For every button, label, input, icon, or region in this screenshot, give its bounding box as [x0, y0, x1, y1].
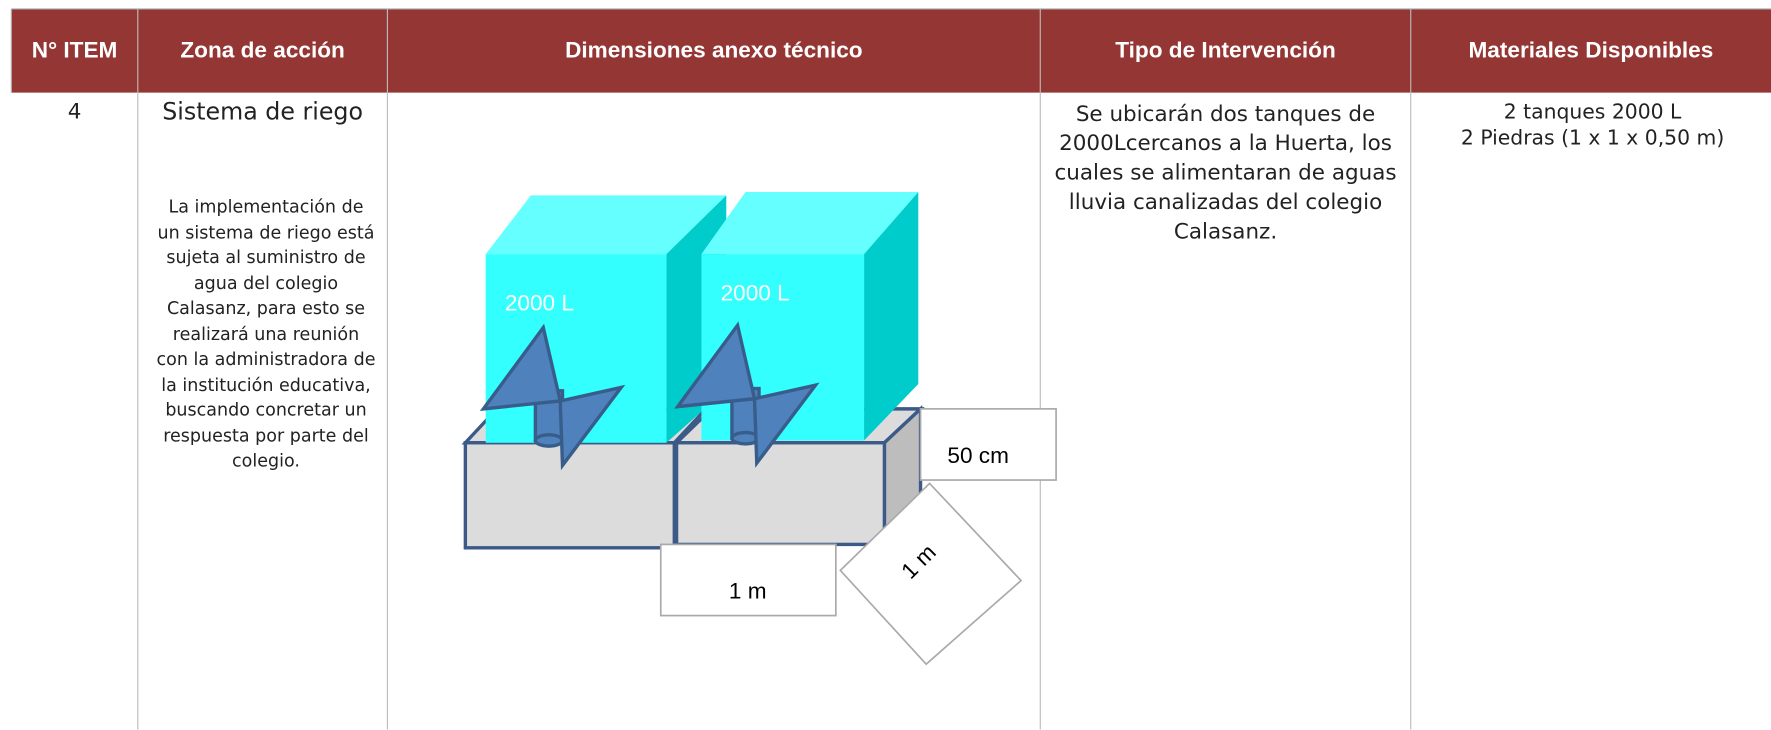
header-cell: Zona de acción — [180, 37, 345, 63]
header-cell: Dimensiones anexo técnico — [565, 37, 863, 63]
width-label: 1 m — [729, 579, 767, 604]
intervention: Se ubicarán dos tanques de 2000Lcercanos… — [1054, 101, 1397, 244]
height-label: 50 cm — [947, 443, 1008, 468]
materials: 2 tanques 2000 L 2 Piedras (1 x 1 x 0,50… — [1414, 99, 1771, 151]
tank-label: 2000 L — [721, 280, 790, 305]
dimension-boxes — [659, 408, 1057, 666]
header-bar — [11, 9, 1771, 93]
tank-label: 2000 L — [505, 291, 574, 316]
header-cell: Materiales Disponibles — [1468, 37, 1714, 63]
zone-note: La implementación de un sistema de riego… — [156, 196, 376, 472]
material: 2 tanques 2000 L — [1503, 100, 1682, 125]
header-cell: Tipo de Intervención — [1115, 37, 1336, 63]
zone: Sistema de riego — [162, 98, 363, 126]
column-lines — [10, 9, 1412, 730]
header-cell: N° ITEM — [31, 37, 118, 63]
material: 2 Piedras (1 x 1 x 0,50 m) — [1460, 126, 1725, 151]
valves — [479, 321, 820, 471]
item-number: 4 — [67, 99, 82, 125]
